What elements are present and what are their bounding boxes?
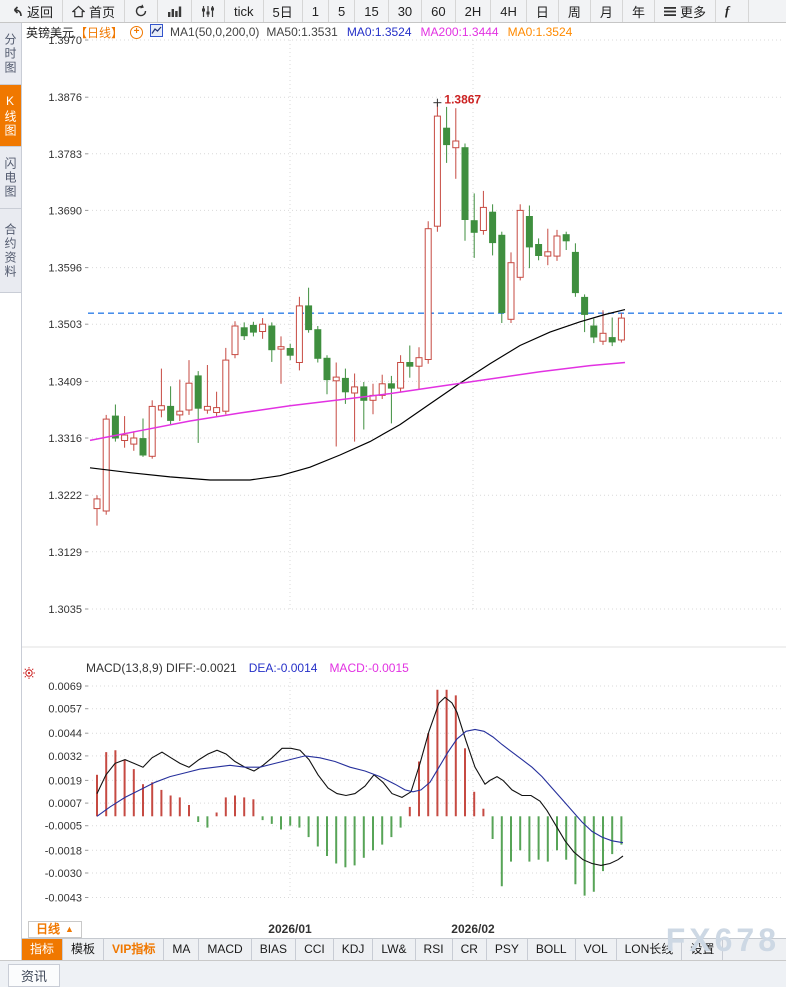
svg-text:1.3409: 1.3409 [48, 376, 82, 388]
clipped-toolbar-item[interactable]: f [716, 0, 749, 22]
indicator-settings-button[interactable] [192, 0, 226, 22]
svg-text:0.0007: 0.0007 [48, 798, 82, 810]
period-button-5[interactable]: 5 [329, 0, 356, 22]
macd-params-label: MACD(13,8,9) DIFF:-0.0021 [86, 661, 237, 675]
indicator-tab-PSY[interactable]: PSY [487, 939, 528, 961]
svg-text:1.3970: 1.3970 [48, 35, 82, 47]
indicator-tab-BIAS[interactable]: BIAS [252, 939, 297, 961]
menu-icon [663, 6, 676, 17]
macd-header: MACD(13,8,9) DIFF:-0.0021 DEA:-0.0014 MA… [86, 661, 409, 675]
svg-text:-0.0043: -0.0043 [45, 893, 82, 905]
top-toolbar: 返回 首页 tick 5日 1 5 15 30 60 2H 4H 日周月年 [0, 0, 786, 23]
sliders-icon [201, 5, 215, 18]
more-button[interactable]: 更多 [655, 0, 716, 22]
x-axis-row: 日线 ▲ 2026/01 2026/02 [22, 921, 786, 938]
chart-header: 英镑美元 【日线】 + MA1(50,0,200,0) MA50:1.3531 M… [26, 24, 572, 40]
left-sidebar: 分时图 K线图 闪电图 合约资料 [0, 23, 22, 960]
ma-value-1: MA50:1.3531 [266, 25, 338, 39]
indicator-bar: 指标 模板 VIP指标 MA MACD BIAS CCI KDJ LW& RSI CR PSY BOLL… [22, 938, 786, 962]
indicator-tab-BOLL[interactable]: BOLL [528, 939, 576, 961]
period-button-年[interactable]: 年 [623, 0, 655, 22]
period-button-tick[interactable]: tick [225, 0, 264, 22]
macd-macd-value: MACD:-0.0015 [329, 661, 409, 675]
svg-text:-0.0005: -0.0005 [45, 821, 82, 833]
period-button-5日[interactable]: 5日 [264, 0, 303, 22]
mini-chart-icon[interactable] [150, 24, 164, 40]
indicator-tab-模板[interactable]: 模板 [63, 939, 105, 961]
home-button[interactable]: 首页 [63, 0, 126, 22]
period-button-日[interactable]: 日 [527, 0, 559, 22]
svg-text:-0.0030: -0.0030 [45, 868, 82, 880]
svg-text:1.3876: 1.3876 [48, 92, 82, 104]
svg-text:1.3222: 1.3222 [48, 490, 82, 502]
refresh-button[interactable] [125, 0, 159, 22]
news-tab[interactable]: 资讯 [8, 964, 61, 987]
period-button-2H[interactable]: 2H [456, 0, 492, 22]
dropdown-up-arrow-icon: ▲ [65, 924, 74, 934]
sidebar-tab-3[interactable]: 闪电图 [0, 147, 21, 209]
indicator-tab-设置[interactable]: 设置 [682, 939, 724, 961]
svg-text:1.3129: 1.3129 [48, 547, 82, 559]
period-button-60[interactable]: 60 [422, 0, 456, 22]
svg-text:0.0019: 0.0019 [48, 775, 82, 787]
svg-text:1.3316: 1.3316 [48, 433, 82, 445]
period-button-1[interactable]: 1 [303, 0, 329, 22]
ma-value-2: MA0:1.3524 [346, 25, 412, 39]
indicator-tab-VIP指标[interactable]: VIP指标 [104, 939, 165, 961]
sidebar-tab-4[interactable]: 合约资料 [0, 209, 21, 293]
indicator-tab-MA[interactable]: MA [164, 939, 200, 961]
svg-text:1.3035: 1.3035 [48, 604, 82, 616]
ma-values: MA50:1.3531 MA0:1.3524 MA200:1.3444 MA0:1.3… [266, 25, 572, 39]
indicator-tab-CCI[interactable]: CCI [296, 939, 334, 961]
svg-text:0.0069: 0.0069 [48, 681, 82, 693]
svg-text:1.3867: 1.3867 [444, 93, 481, 107]
indicator-tab-KDJ[interactable]: KDJ [334, 939, 374, 961]
chart-content: 英镑美元 【日线】 + MA1(50,0,200,0) MA50:1.3531 M… [22, 23, 786, 962]
period-tag: 【日线】 [75, 25, 124, 40]
svg-text:-0.0018: -0.0018 [45, 845, 82, 857]
macd-dea-value: DEA:-0.0014 [248, 661, 318, 675]
svg-text:0.0044: 0.0044 [48, 728, 82, 740]
chart-type-button[interactable] [158, 0, 193, 22]
indicator-tab-VOL[interactable]: VOL [576, 939, 617, 961]
add-indicator-icon[interactable]: + [130, 25, 144, 39]
x-axis-label-feb: 2026/02 [451, 922, 495, 936]
ma-value-4: MA0:1.3524 [507, 25, 573, 39]
svg-text:0.0032: 0.0032 [48, 751, 82, 763]
candlestick-and-macd-chart[interactable]: 1.3970 1.3876 1.3783 1.3690 1.3596 1.3503 1.34… [22, 23, 786, 921]
ma-settings-label: MA1(50,0,200,0) [170, 25, 260, 39]
svg-text:1.3503: 1.3503 [48, 319, 82, 331]
svg-text:1.3783: 1.3783 [48, 149, 82, 161]
indicator-tab-LON长线[interactable]: LON长线 [617, 939, 683, 961]
period-button-周[interactable]: 周 [559, 0, 591, 22]
period-buttons-group: tick 5日 1 5 15 30 60 2H 4H 日周月年 [225, 0, 655, 22]
back-arrow-icon [9, 5, 23, 18]
indicator-tab-RSI[interactable]: RSI [416, 939, 453, 961]
svg-text:1.3690: 1.3690 [48, 205, 82, 217]
refresh-icon [134, 4, 148, 18]
bar-chart-icon [167, 5, 182, 18]
news-bar: 资讯 [0, 960, 786, 987]
ma-value-3: MA200:1.3444 [420, 25, 499, 39]
watermark: FX678 [665, 922, 780, 958]
period-button-30[interactable]: 30 [389, 0, 423, 22]
x-axis-label-jan: 2026/01 [268, 922, 312, 936]
home-icon [72, 5, 86, 18]
svg-text:0.0057: 0.0057 [48, 704, 82, 716]
indicator-tab-LW&[interactable]: LW& [373, 939, 416, 961]
sidebar-tab-1[interactable]: 分时图 [0, 23, 21, 85]
indicator-tab-MACD[interactable]: MACD [199, 939, 252, 961]
back-button[interactable]: 返回 [0, 0, 64, 22]
period-button-15[interactable]: 15 [355, 0, 389, 22]
symbol-name: 英镑美元 [26, 25, 75, 40]
period-button-4H[interactable]: 4H [491, 0, 527, 22]
period-button-月[interactable]: 月 [591, 0, 623, 22]
indicator-tab-指标[interactable]: 指标 [22, 939, 64, 961]
indicator-tab-CR[interactable]: CR [453, 939, 487, 961]
sidebar-tab-2[interactable]: K线图 [0, 85, 21, 147]
svg-text:1.3596: 1.3596 [48, 263, 82, 275]
period-dropdown[interactable]: 日线 ▲ [28, 921, 82, 938]
